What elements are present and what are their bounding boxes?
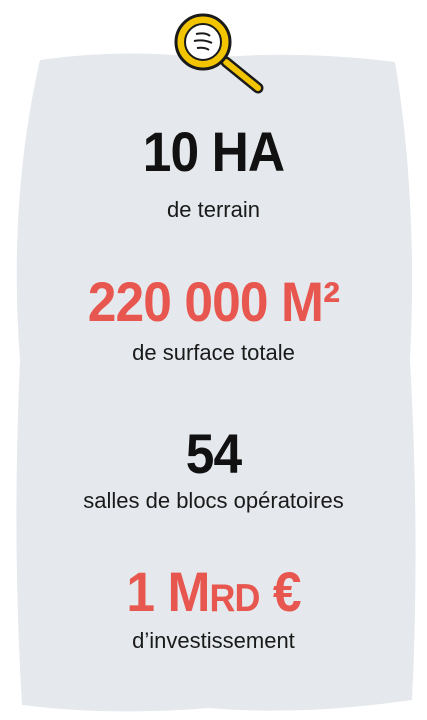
stat-value: 220 000 M²	[87, 270, 340, 333]
stat-label: de terrain	[167, 197, 260, 222]
stat-label: de surface totale	[132, 340, 295, 365]
stat-value: 1 Mrd €	[126, 560, 301, 623]
magnifier-icon	[174, 13, 264, 94]
stat-label: salles de blocs opératoires	[83, 488, 344, 513]
stat-value: 54	[185, 422, 242, 485]
grey-blob	[16, 53, 416, 712]
stat-label: d’investissement	[132, 628, 295, 653]
stat-value: 10 HA	[142, 120, 285, 183]
